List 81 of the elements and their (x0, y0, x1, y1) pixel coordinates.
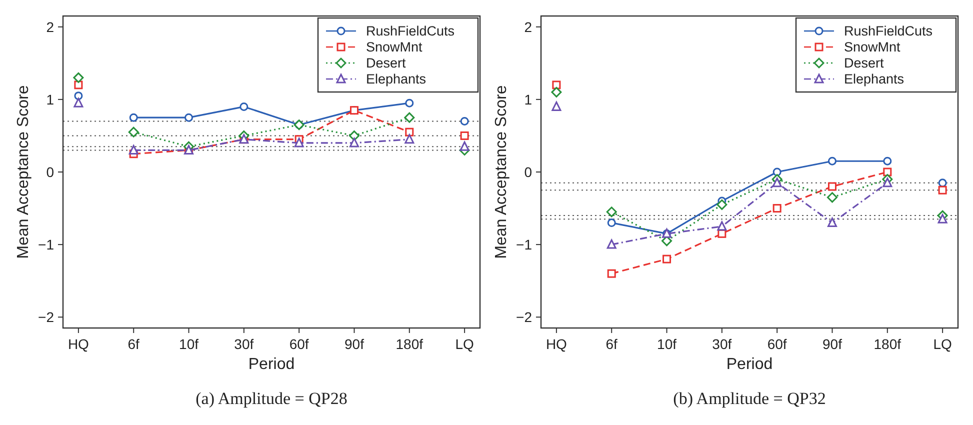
point (606, 206, 617, 218)
legend-label: Desert (844, 56, 884, 71)
point (73, 72, 84, 83)
legend-label: RushFieldCuts (844, 24, 933, 39)
x-tick-label: 180f (396, 336, 424, 352)
x-tick-label: 30f (712, 336, 732, 352)
point (606, 239, 616, 249)
point (882, 178, 892, 188)
point (128, 126, 139, 138)
point (348, 130, 360, 141)
point (883, 168, 892, 176)
y-tick-label: 0 (46, 164, 54, 180)
point (883, 156, 892, 166)
point (460, 141, 470, 151)
point (184, 113, 194, 122)
x-tick-label: 6f (128, 336, 140, 352)
point (405, 98, 414, 108)
point (772, 204, 782, 213)
point (405, 128, 414, 136)
x-tick-label: LQ (455, 336, 474, 352)
point (607, 218, 616, 228)
point (716, 199, 728, 210)
point (74, 92, 83, 100)
legend-label: SnowMnt (366, 40, 423, 55)
y-tick-label: 1 (46, 91, 54, 108)
y-tick-label: 2 (524, 18, 532, 35)
legend-label: Elephants (844, 72, 904, 87)
x-tick-label: 10f (179, 336, 199, 352)
point (460, 131, 469, 140)
y-axis-title: Mean Acceptance Score (15, 85, 32, 259)
x-tick-label: 60f (767, 336, 787, 352)
text: (a) Amplitude = QP28 (196, 389, 348, 408)
point (74, 80, 83, 90)
point (938, 186, 947, 194)
y-tick-label: −1 (38, 236, 54, 252)
y-tick-label: 0 (524, 164, 532, 180)
x-tick-label: 30f (234, 336, 254, 352)
point (240, 102, 248, 111)
point (938, 214, 948, 224)
point (772, 168, 782, 176)
y-axis-title: Mean Acceptance Score (493, 85, 510, 259)
point (607, 269, 616, 278)
x-axis-title: Period (248, 356, 295, 373)
point (552, 80, 561, 90)
legend-label: SnowMnt (844, 40, 901, 55)
point (772, 178, 782, 188)
point (827, 218, 837, 228)
point (551, 86, 562, 98)
point (404, 112, 415, 123)
x-tick-label: HQ (546, 336, 568, 352)
point (826, 192, 838, 203)
x-tick-label: 60f (289, 336, 309, 352)
x-tick-label: 180f (874, 336, 902, 352)
x-tick-label: 90f (344, 336, 364, 352)
point (717, 221, 727, 231)
y-tick-label: 2 (46, 18, 54, 35)
legend-label: RushFieldCuts (366, 24, 455, 39)
y-tick-label: 1 (524, 91, 532, 108)
point (404, 134, 414, 144)
x-tick-label: 6f (606, 336, 618, 352)
y-tick-label: −2 (38, 309, 54, 326)
point (552, 101, 562, 111)
point (129, 113, 138, 122)
legend-label: Elephants (366, 72, 426, 87)
text: (b) Amplitude = QP32 (673, 389, 826, 408)
y-tick-label: −1 (516, 236, 532, 252)
x-tick-label: 90f (822, 336, 842, 352)
x-tick-label: LQ (933, 336, 952, 352)
point (74, 98, 84, 108)
x-tick-label: 10f (657, 336, 677, 352)
x-axis-title: Period (726, 356, 773, 373)
point (662, 254, 672, 264)
point (349, 138, 359, 148)
point (828, 156, 836, 166)
point (128, 144, 138, 154)
point (828, 182, 836, 191)
legend-label: Desert (366, 56, 406, 71)
point (460, 116, 469, 126)
y-tick-label: −2 (516, 309, 532, 326)
point (294, 138, 304, 148)
x-tick-label: HQ (68, 336, 90, 352)
